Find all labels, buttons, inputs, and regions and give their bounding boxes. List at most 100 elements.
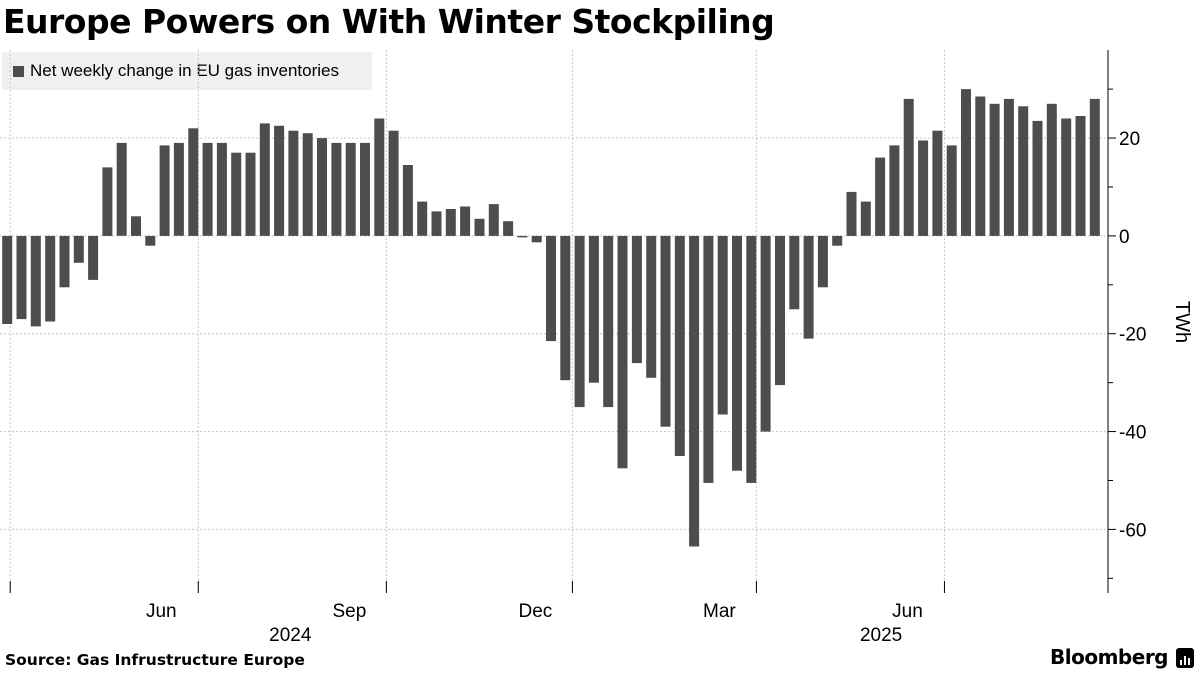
bar <box>961 89 971 236</box>
bar <box>832 235 843 246</box>
chart-title: Europe Powers on With Winter Stockpiling <box>3 2 775 41</box>
bar <box>16 235 27 320</box>
bar <box>975 96 986 236</box>
bar <box>789 235 800 310</box>
bar <box>2 235 13 324</box>
bar <box>1003 98 1014 236</box>
bar <box>202 142 213 236</box>
legend-label: Net weekly change in EU gas inventories <box>30 61 339 80</box>
brand-logo: Bloomberg <box>1050 645 1168 669</box>
bar <box>588 235 599 383</box>
bar <box>45 235 56 322</box>
bar <box>517 235 528 238</box>
y-tick-label: 0 <box>1119 227 1130 248</box>
bar <box>345 142 356 236</box>
y-tick-label: -20 <box>1119 325 1146 346</box>
bar <box>503 221 514 236</box>
bar <box>388 130 399 236</box>
bar <box>445 209 456 236</box>
y-tick-label: -60 <box>1119 520 1146 541</box>
y-tick-label: 20 <box>1119 129 1140 150</box>
x-year-label: 2024 <box>269 625 312 646</box>
bar <box>288 130 299 236</box>
bar <box>531 235 542 243</box>
bar <box>1032 120 1043 236</box>
bar <box>574 235 585 408</box>
bar <box>1046 103 1057 236</box>
bloomberg-terminal-icon <box>1176 648 1194 668</box>
axes: 200-20-40-60MarJunSepDecMarJun20242025TW… <box>9 50 1193 646</box>
bar <box>689 235 700 547</box>
y-axis-title: TWh <box>1171 301 1193 343</box>
bar <box>159 145 170 236</box>
bar <box>946 145 957 236</box>
bar <box>417 201 428 236</box>
bar <box>603 235 614 408</box>
x-tick-label: Jun <box>146 601 177 622</box>
bar <box>102 167 113 236</box>
bar <box>274 125 285 236</box>
x-tick-label: Dec <box>519 601 553 622</box>
bar <box>1061 118 1072 236</box>
x-year-label: 2025 <box>860 625 902 646</box>
bar <box>932 130 943 236</box>
bar <box>131 216 141 236</box>
bar <box>1089 98 1100 236</box>
bar <box>889 145 900 236</box>
bar <box>216 142 227 236</box>
bar <box>546 235 556 342</box>
bar <box>145 235 156 246</box>
bar <box>560 235 571 381</box>
bar <box>474 218 485 236</box>
bar <box>116 142 127 236</box>
bar <box>30 235 41 327</box>
bar <box>173 142 184 236</box>
bar <box>1075 116 1086 236</box>
bar <box>732 235 742 471</box>
bar <box>488 204 499 236</box>
bar <box>646 235 657 378</box>
bar <box>717 235 728 415</box>
bar <box>760 235 771 432</box>
bar <box>617 235 628 469</box>
bar <box>860 201 871 236</box>
bar <box>402 165 413 236</box>
x-tick-label: Jun <box>892 601 923 622</box>
bar <box>360 142 370 236</box>
bar <box>1018 106 1029 236</box>
bar <box>302 133 313 236</box>
bar <box>817 235 828 288</box>
bar <box>431 211 442 236</box>
bar <box>631 235 642 364</box>
bar <box>875 157 886 236</box>
bar <box>903 98 914 236</box>
bar <box>803 235 814 339</box>
bar <box>259 123 270 236</box>
bar <box>674 235 685 456</box>
bar <box>331 142 342 236</box>
bar <box>59 235 70 288</box>
bar <box>231 152 242 236</box>
bar <box>188 128 199 236</box>
source-note: Source: Gas Infrustructure Europe <box>5 651 305 669</box>
bars <box>2 89 1100 547</box>
bar <box>245 152 256 236</box>
bar <box>989 103 1000 236</box>
bar <box>703 235 714 483</box>
legend-swatch <box>13 65 24 77</box>
bar <box>746 235 757 483</box>
x-tick-label: Mar <box>703 601 736 622</box>
bar <box>460 206 471 236</box>
bar <box>846 191 857 236</box>
bar <box>88 235 99 280</box>
y-tick-label: -40 <box>1119 423 1146 444</box>
bar <box>73 235 84 263</box>
bar <box>918 140 929 236</box>
bar <box>317 138 327 236</box>
bar <box>775 235 785 386</box>
legend: Net weekly change in EU gas inventories <box>2 52 372 90</box>
bar <box>660 235 671 427</box>
x-tick-label: Sep <box>332 601 366 622</box>
bar <box>374 118 385 236</box>
